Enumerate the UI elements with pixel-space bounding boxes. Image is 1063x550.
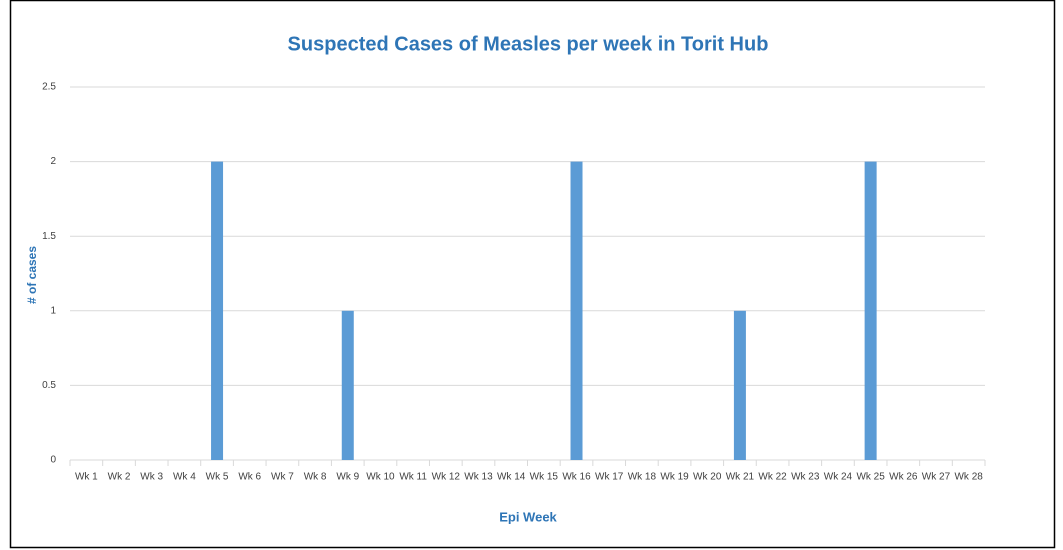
x-tick-label: Wk 9 <box>336 472 359 483</box>
x-tick-label: Wk 19 <box>660 472 689 483</box>
x-tick-label: Wk 18 <box>628 472 657 483</box>
chart-border <box>9 0 1056 549</box>
x-tick-label: Wk 12 <box>432 472 461 483</box>
x-tick-label: Wk 17 <box>595 472 624 483</box>
x-axis-label: Epi Week <box>499 509 557 524</box>
bar <box>570 161 583 460</box>
x-tick-label: Wk 28 <box>954 472 983 483</box>
y-tick-label: 2 <box>50 156 56 167</box>
x-tick-label: Wk 1 <box>75 472 98 483</box>
y-tick-label: 2.5 <box>42 82 56 93</box>
bar <box>211 161 224 460</box>
x-tick-label: Wk 25 <box>856 472 885 483</box>
chart-title: Suspected Cases of Measles per week in T… <box>288 33 769 55</box>
x-tick-label: Wk 26 <box>889 472 918 483</box>
x-tick-label: Wk 22 <box>758 472 787 483</box>
y-tick-label: 0 <box>50 455 56 466</box>
x-tick-label: Wk 20 <box>693 472 722 483</box>
x-tick-label: Wk 11 <box>399 472 427 483</box>
x-tick-label: Wk 16 <box>562 472 591 483</box>
x-tick-label: Wk 4 <box>173 472 196 483</box>
x-tick-label: Wk 24 <box>824 472 853 483</box>
y-tick-label: 1 <box>50 305 56 316</box>
x-tick-label: Wk 27 <box>922 472 951 483</box>
x-tick-label: Wk 14 <box>497 472 526 483</box>
x-tick-label: Wk 7 <box>271 472 294 483</box>
y-tick-label: 0.5 <box>42 380 56 391</box>
x-tick-label: Wk 15 <box>530 472 559 483</box>
x-tick-label: Wk 21 <box>726 472 755 483</box>
bar <box>341 310 354 460</box>
x-tick-label: Wk 13 <box>464 472 493 483</box>
x-tick-label: Wk 8 <box>304 472 327 483</box>
x-tick-label: Wk 23 <box>791 472 820 483</box>
x-tick-label: Wk 2 <box>108 472 131 483</box>
x-tick-label: Wk 10 <box>366 472 395 483</box>
bar <box>733 310 746 460</box>
y-axis-label: # of cases <box>25 246 39 304</box>
x-tick-label: Wk 3 <box>140 472 163 483</box>
x-tick-label: Wk 6 <box>238 472 261 483</box>
y-tick-label: 1.5 <box>42 231 56 242</box>
x-tick-label: Wk 5 <box>206 472 229 483</box>
bar <box>864 161 877 460</box>
